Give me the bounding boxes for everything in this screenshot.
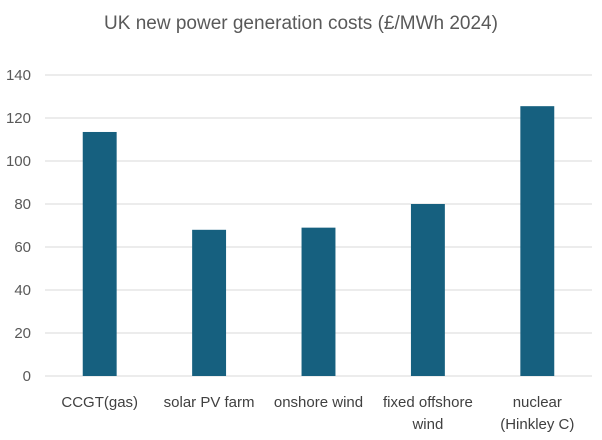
x-category-label: wind	[411, 416, 443, 433]
x-axis-labels: CCGT(gas) solar PV farm onshore wind fixed …	[61, 394, 574, 433]
x-category-label: onshore wind	[274, 394, 363, 411]
bar-1	[192, 229, 227, 376]
y-tick-label: 140	[6, 67, 31, 84]
y-tick-label: 0	[23, 368, 31, 385]
x-category-label: solar PV farm	[164, 394, 255, 411]
y-tick-label: 60	[14, 239, 31, 256]
y-tick-label: 80	[14, 196, 31, 213]
y-axis-ticks: 0 20 40 60 80 100 120 140	[6, 67, 31, 385]
y-tick-label: 120	[6, 110, 31, 127]
y-tick-label: 100	[6, 153, 31, 170]
chart-title: UK new power generation costs (£/MWh 202…	[104, 13, 498, 34]
y-tick-label: 40	[14, 282, 31, 299]
bar-2	[301, 227, 336, 376]
bars	[82, 106, 555, 377]
x-category-label: fixed offshore	[383, 394, 473, 411]
bar-3	[410, 204, 445, 376]
x-category-label: CCGT(gas)	[61, 394, 138, 411]
y-tick-label: 20	[14, 325, 31, 342]
x-category-label: (Hinkley C)	[500, 416, 574, 433]
bar-0	[82, 131, 117, 376]
bar-4	[520, 106, 555, 377]
x-category-label: nuclear	[513, 394, 562, 411]
